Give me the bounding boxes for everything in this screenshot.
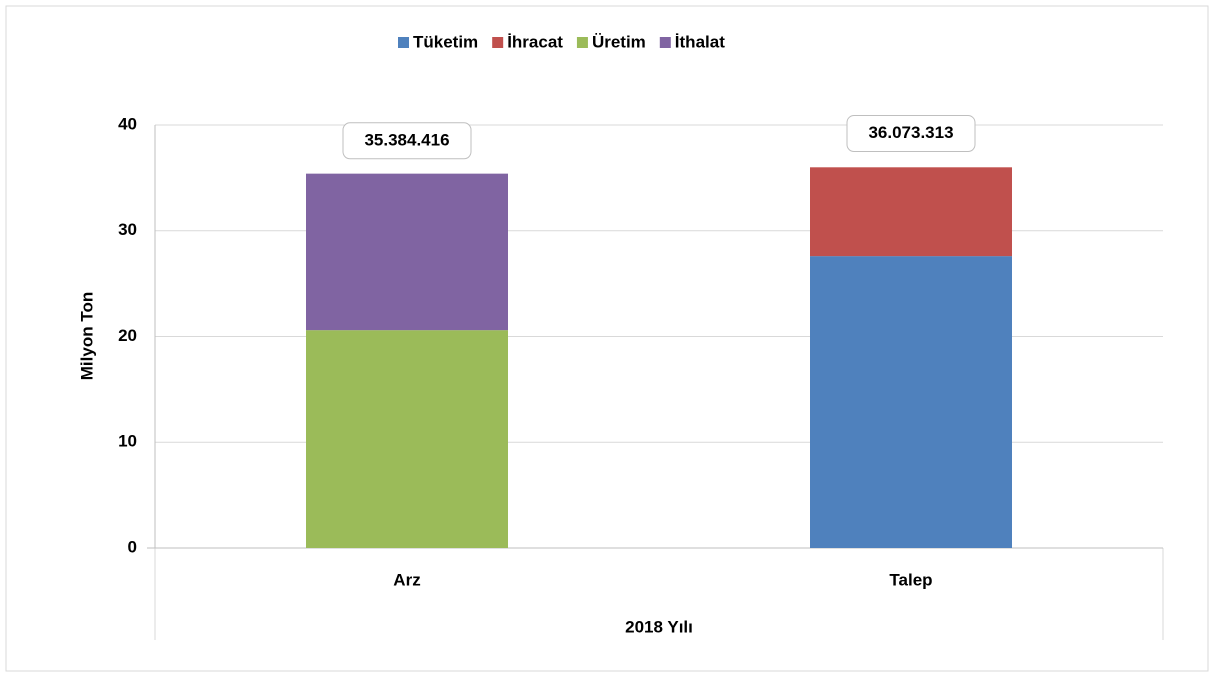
bar-segment xyxy=(306,330,508,548)
legend-swatch xyxy=(492,37,504,48)
total-label-box xyxy=(342,122,472,160)
legend-swatch xyxy=(398,37,409,48)
x-tick-label: Arz xyxy=(393,570,420,589)
y-tick-label: 40 xyxy=(118,114,137,133)
y-tick-label: 30 xyxy=(118,220,137,239)
x-tick-label: Talep xyxy=(889,570,932,589)
y-axis-title: Milyon Ton xyxy=(77,292,96,380)
legend-swatch xyxy=(659,37,671,48)
legend-label: Üretim xyxy=(592,32,646,51)
y-tick-label: 20 xyxy=(118,326,137,345)
chart-frame xyxy=(5,5,1209,672)
bar-segment xyxy=(810,256,1012,548)
total-label: 36.073.313 xyxy=(868,123,953,142)
legend-label: İhracat xyxy=(507,32,563,51)
legend-swatch xyxy=(576,37,588,48)
legend-label: İthalat xyxy=(675,32,725,51)
x-axis-title: 2018 Yılı xyxy=(625,617,693,636)
y-tick-label: 10 xyxy=(118,432,137,451)
total-label-box xyxy=(846,115,976,153)
y-tick-label: 0 xyxy=(128,537,137,556)
total-label: 35.384.416 xyxy=(364,130,449,149)
bar-segment xyxy=(306,173,508,331)
bar-segment xyxy=(810,167,1012,257)
legend-label: Tüketim xyxy=(413,32,478,51)
